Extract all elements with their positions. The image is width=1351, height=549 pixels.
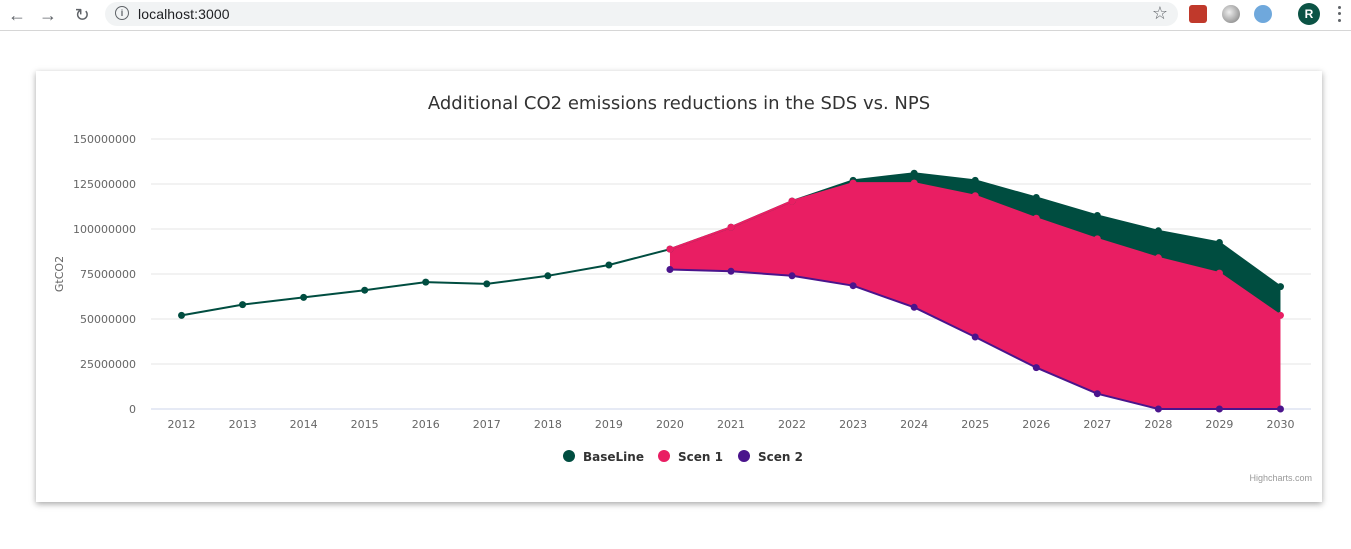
data-point — [910, 303, 918, 311]
data-point — [361, 286, 369, 294]
x-tick-label: 2016 — [412, 418, 440, 431]
y-tick-label: 25000000 — [80, 358, 136, 371]
data-point — [239, 301, 247, 309]
chart-title: Additional CO2 emissions reductions in t… — [427, 93, 931, 114]
x-tick-label: 2030 — [1266, 418, 1294, 431]
data-point — [666, 245, 674, 253]
legend-marker — [563, 450, 575, 462]
extension-icon[interactable] — [1254, 5, 1272, 23]
x-tick-label: 2015 — [351, 418, 379, 431]
data-point — [1032, 364, 1040, 372]
area-scen-1 — [669, 183, 1281, 409]
x-tick-label: 2021 — [717, 418, 745, 431]
x-tick-label: 2017 — [473, 418, 501, 431]
legend-marker — [658, 450, 670, 462]
data-point — [1215, 269, 1223, 277]
data-point — [1276, 283, 1284, 291]
data-point — [1215, 239, 1223, 246]
x-tick-label: 2022 — [778, 418, 806, 431]
x-tick-label: 2027 — [1083, 418, 1111, 431]
data-point — [1032, 214, 1040, 222]
data-point — [1276, 405, 1284, 413]
x-tick-label: 2014 — [290, 418, 318, 431]
y-tick-label: 50000000 — [80, 313, 136, 326]
y-tick-label: 125000000 — [73, 178, 136, 191]
data-point — [971, 333, 979, 341]
data-point — [727, 223, 735, 231]
x-tick-label: 2025 — [961, 418, 989, 431]
forward-icon[interactable]: → — [39, 4, 57, 25]
data-point — [1154, 254, 1162, 262]
data-point — [300, 293, 308, 301]
browser-toolbar: ← → ↻ i localhost:3000 ☆ R — [0, 0, 1351, 31]
data-point — [483, 280, 491, 288]
data-point — [544, 272, 552, 280]
x-tick-label: 2019 — [595, 418, 623, 431]
data-point — [1093, 390, 1101, 398]
data-point — [849, 282, 857, 290]
x-tick-label: 2018 — [534, 418, 562, 431]
chart-svg: 0 25000000 50000000 75000000 100000000 125000… — [53, 133, 1311, 464]
data-point — [605, 261, 613, 269]
address-bar[interactable]: i localhost:3000 ☆ — [105, 2, 1178, 26]
x-tick-label: 2013 — [229, 418, 257, 431]
browser-menu-icon[interactable] — [1331, 4, 1347, 24]
data-point — [788, 197, 796, 205]
y-tick-label: 100000000 — [73, 223, 136, 236]
legend-item[interactable]: BaseLine — [583, 450, 644, 464]
profile-avatar[interactable]: R — [1298, 3, 1320, 25]
data-point — [727, 267, 735, 275]
legend-item[interactable]: Scen 2 — [758, 450, 803, 464]
data-point — [971, 176, 979, 184]
x-tick-label: 2024 — [900, 418, 928, 431]
data-point — [1154, 405, 1162, 413]
extension-icon[interactable] — [1189, 5, 1207, 23]
chart-card: 0 25000000 50000000 75000000 100000000 125000… — [36, 71, 1322, 502]
extension-icon[interactable] — [1222, 5, 1240, 23]
x-tick-label: 2029 — [1205, 418, 1233, 431]
y-tick-label: 0 — [129, 403, 136, 416]
chart-credit[interactable]: Highcharts.com — [1249, 473, 1312, 483]
data-point — [788, 272, 796, 280]
data-point — [422, 278, 430, 286]
y-tick-label: 75000000 — [80, 268, 136, 281]
data-point — [666, 266, 674, 273]
legend-item[interactable]: Scen 1 — [678, 450, 723, 464]
y-tick-label: 150000000 — [73, 133, 136, 146]
x-tick-label: 2020 — [656, 418, 684, 431]
x-tick-label: 2023 — [839, 418, 867, 431]
data-point — [849, 179, 857, 187]
url-text: localhost:3000 — [138, 6, 230, 22]
x-tick-label: 2026 — [1022, 418, 1050, 431]
x-tick-label: 2012 — [168, 418, 196, 431]
back-icon[interactable]: ← — [8, 4, 26, 25]
data-point — [1276, 311, 1284, 319]
data-point — [178, 311, 186, 319]
data-point — [1215, 405, 1223, 413]
data-point — [1093, 212, 1101, 219]
x-tick-label: 2028 — [1144, 418, 1172, 431]
data-point — [910, 169, 918, 177]
data-point — [971, 192, 979, 200]
legend-marker — [738, 450, 750, 462]
data-point — [910, 179, 918, 187]
data-point — [1154, 227, 1162, 235]
data-point — [1032, 194, 1040, 201]
area-baseline — [669, 173, 1281, 316]
site-info-icon[interactable]: i — [115, 6, 129, 20]
bookmark-star-icon[interactable]: ☆ — [1151, 3, 1168, 23]
reload-icon[interactable]: ↻ — [74, 4, 90, 25]
y-axis-title: GtCO2 — [53, 256, 66, 292]
data-point — [1093, 235, 1101, 243]
